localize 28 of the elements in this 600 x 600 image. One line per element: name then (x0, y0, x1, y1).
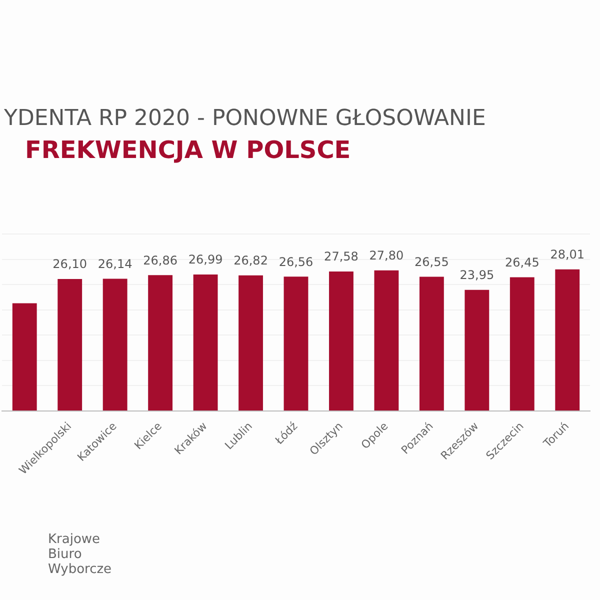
chart-subtitle: FREKWENCJA W POLSCE (25, 136, 351, 164)
data-label: 23,95 (460, 268, 494, 282)
data-label: 26,99 (188, 252, 223, 267)
bar (464, 290, 490, 410)
data-label: 28,01 (550, 247, 585, 262)
data-label: 27,58 (324, 250, 358, 264)
data-label: 26,56 (278, 254, 314, 269)
bar (510, 277, 534, 410)
data-label: 27,80 (369, 248, 404, 263)
data-label: 26,86 (143, 253, 178, 268)
data-label: 26,82 (234, 253, 268, 268)
bar (238, 275, 263, 410)
data-label: 26,10 (52, 257, 88, 272)
bar (102, 278, 128, 410)
bar (148, 275, 173, 410)
data-label: 26,14 (98, 256, 132, 271)
bar (555, 269, 580, 410)
chart-title: YDENTA RP 2020 - PONOWNE GŁOSOWANIE (4, 106, 486, 131)
bar (284, 276, 308, 410)
bar (329, 272, 354, 410)
bar (12, 303, 37, 410)
data-label: 26,55 (414, 254, 449, 269)
text: Krajowe Biuro Wyborcze (48, 532, 112, 577)
bar (419, 276, 444, 410)
bar (58, 279, 82, 410)
bar (374, 270, 399, 410)
data-label: 26,45 (504, 255, 540, 270)
bar (193, 274, 218, 410)
